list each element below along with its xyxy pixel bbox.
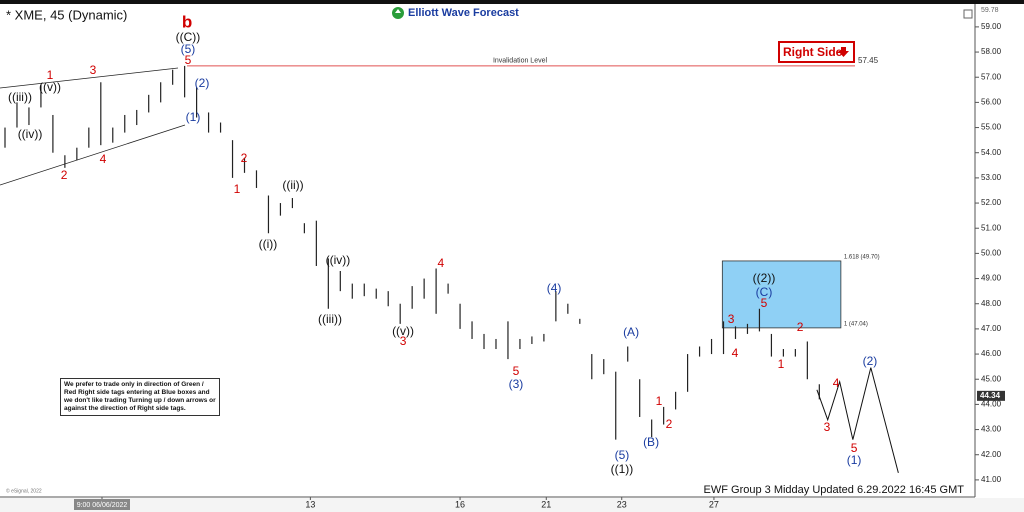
wave-label: 1: [656, 394, 663, 408]
wave-label: ((i)): [259, 237, 278, 251]
wave-label: 1: [47, 68, 54, 82]
top-bar: [0, 0, 1024, 4]
y-tick-label: 59.00: [981, 22, 1002, 31]
y-tick-label: 52.00: [981, 198, 1002, 207]
wave-label: ((2)): [753, 271, 776, 285]
wave-label: 2: [61, 168, 68, 182]
wave-label: (1): [847, 453, 862, 467]
brand-logo-mark: [395, 9, 401, 13]
wave-label: (3): [509, 377, 524, 391]
wave-label: 5: [185, 53, 192, 67]
y-tick-label: 49.00: [981, 274, 1002, 283]
brand: Elliott Wave Forecast: [408, 7, 519, 19]
y-tick-label: 55.00: [981, 123, 1002, 132]
x-axis-strip: [0, 498, 1024, 512]
wave-label: ((iii)): [318, 312, 342, 326]
trading-note: We prefer to trade only in direction of …: [60, 378, 220, 416]
wave-label: 5: [513, 364, 520, 378]
wave-label: 3: [824, 420, 831, 434]
wave-label: 4: [100, 152, 107, 166]
x-tick-label: 9:00 06/06/2022: [77, 502, 128, 509]
y-tick-label: 51.00: [981, 223, 1002, 232]
wedge-lower: [0, 124, 186, 186]
wave-label: (A): [623, 325, 639, 339]
wave-label: 3: [90, 63, 97, 77]
x-tick-label: 23: [617, 499, 627, 509]
x-tick-box: [74, 499, 130, 510]
x-tick-label: 16: [455, 499, 465, 509]
y-tick-label: 42.00: [981, 450, 1002, 459]
wave-label: 3: [400, 334, 407, 348]
right-side-tag: [778, 41, 855, 63]
wave-label: (B): [643, 435, 659, 449]
invalidation-label: Invalidation Level: [493, 58, 548, 65]
wave-label: 4: [833, 376, 840, 390]
top-value: 59.78: [981, 7, 999, 14]
wave-label: 2: [797, 320, 804, 334]
y-tick-label: 50.00: [981, 249, 1002, 258]
wave-label: (C): [756, 285, 773, 299]
y-tick-label: 47.00: [981, 324, 1002, 333]
x-tick-label: 27: [709, 499, 719, 509]
wave-label: ((ii)): [282, 178, 303, 192]
y-tick-label: 46.00: [981, 349, 1002, 358]
wave-label: 1: [234, 182, 241, 196]
wave-label: 4: [732, 346, 739, 360]
down-arrow: [838, 47, 849, 57]
chart-title: * XME, 45 (Dynamic): [6, 7, 127, 22]
wave-label: ((iv)): [18, 127, 43, 141]
x-tick-label: 21: [541, 499, 551, 509]
wave-label: 2: [666, 417, 673, 431]
wave-label: (1): [186, 110, 201, 124]
wave-label: 3: [728, 312, 735, 326]
fib-level-label: 1 (47.04): [844, 321, 868, 327]
wave-label: 5: [851, 441, 858, 455]
fib-level-label: 1.618 (49.70): [844, 255, 880, 261]
settings-icon[interactable]: [963, 9, 973, 19]
wave-label: (2): [195, 76, 210, 90]
y-tick-label: 56.00: [981, 98, 1002, 107]
wave-label: b: [182, 12, 192, 31]
wave-label: ((iii)): [8, 90, 32, 104]
wave-label: (5): [181, 42, 196, 56]
wave-label: ((C)): [176, 30, 201, 44]
right-side-label: Right Side: [783, 45, 843, 59]
y-tick-label: 58.00: [981, 47, 1002, 56]
wave-label: (4): [547, 281, 562, 295]
y-tick-label: 53.00: [981, 173, 1002, 182]
wave-label: (2): [863, 354, 878, 368]
wave-label: 1: [778, 357, 785, 371]
y-tick-label: 43.00: [981, 425, 1002, 434]
copyright: © eSignal, 2022: [6, 487, 42, 494]
wave-label: ((v)): [39, 80, 61, 94]
wedge-upper: [0, 67, 179, 89]
y-tick-label: 54.00: [981, 148, 1002, 157]
invalidation-value: 57.45: [858, 56, 879, 65]
footer: EWF Group 3 Midday Updated 6.29.2022 16:…: [704, 484, 965, 496]
wave-label: 5: [761, 296, 768, 310]
y-tick-label: 48.00: [981, 299, 1002, 308]
y-tick-label: 57.00: [981, 72, 1002, 81]
projection-path: [816, 367, 899, 473]
y-tick-label: 45.00: [981, 374, 1002, 383]
wave-label: ((iv)): [326, 253, 351, 267]
wave-label: 2: [241, 151, 248, 165]
wave-label: ((v)): [392, 324, 414, 338]
blue-box: [721, 260, 842, 329]
y-tick-label: 44.00: [981, 400, 1002, 409]
last-price: 44.34: [980, 391, 1001, 400]
wave-label: ((1)): [611, 462, 634, 476]
wave-label: (5): [615, 448, 630, 462]
last-price-box: [977, 390, 1005, 401]
x-tick-label: 13: [305, 499, 315, 509]
wave-label: 4: [438, 256, 445, 270]
y-tick-label: 41.00: [981, 475, 1002, 484]
